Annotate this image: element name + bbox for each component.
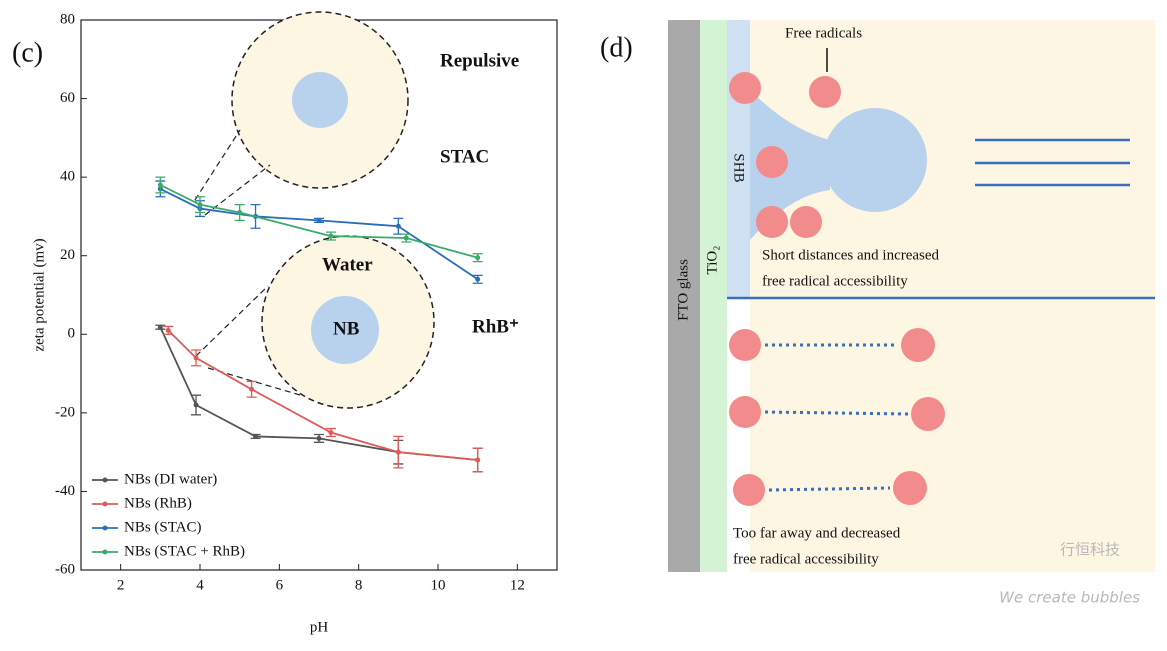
marker bbox=[197, 202, 203, 208]
y-tick-label: -40 bbox=[55, 483, 75, 499]
legend-label: NBs (STAC) bbox=[124, 519, 202, 535]
bubble-neck bbox=[750, 90, 830, 240]
legend-marker bbox=[102, 525, 108, 531]
watermark: 行恒科技 bbox=[1060, 541, 1120, 559]
marker bbox=[403, 235, 409, 241]
label: free radical accessibility bbox=[762, 273, 908, 289]
marker bbox=[157, 182, 163, 188]
legend-marker bbox=[102, 477, 108, 483]
marker bbox=[157, 324, 163, 330]
y-tick-label: 20 bbox=[60, 247, 75, 263]
marker bbox=[328, 430, 334, 435]
marker bbox=[316, 435, 322, 441]
y-tick-label: 80 bbox=[60, 11, 75, 27]
flow-arrows bbox=[975, 138, 1130, 187]
label: free radical accessibility bbox=[733, 551, 879, 567]
marker bbox=[165, 327, 171, 333]
legend-label: NBs (STAC + RhB) bbox=[124, 543, 245, 559]
annotation: STAC bbox=[440, 146, 489, 167]
label: Free radicals bbox=[785, 25, 862, 41]
marker bbox=[253, 433, 259, 439]
fto-layer bbox=[668, 20, 700, 572]
marker bbox=[395, 449, 401, 455]
inset-bubble bbox=[292, 72, 348, 128]
x-tick-label: 12 bbox=[510, 577, 525, 593]
label: TiO₂ bbox=[704, 246, 720, 275]
panel-label: (d) bbox=[600, 32, 633, 63]
tio2-layer bbox=[700, 20, 727, 572]
marker bbox=[475, 255, 481, 261]
legend-marker bbox=[102, 501, 108, 507]
x-tick-label: 2 bbox=[117, 577, 125, 593]
y-tick-label: 0 bbox=[68, 326, 76, 342]
series-line bbox=[159, 188, 479, 281]
solution-bg bbox=[750, 20, 1155, 572]
annotation: Water bbox=[322, 254, 373, 275]
series-line bbox=[167, 329, 478, 461]
marker bbox=[475, 276, 481, 282]
marker bbox=[249, 386, 255, 392]
y-tick-label: 40 bbox=[60, 169, 75, 185]
y-axis-label: zeta potential (mv) bbox=[31, 238, 47, 351]
marker bbox=[193, 355, 199, 361]
annotation: Repulsive bbox=[440, 50, 519, 71]
y-tick-label: -60 bbox=[55, 561, 75, 577]
label: FTO glass bbox=[675, 259, 691, 321]
distance-lines bbox=[764, 343, 909, 492]
panel-label: (c) bbox=[12, 37, 43, 68]
marker bbox=[475, 457, 481, 463]
label: Short distances and increased bbox=[762, 247, 940, 263]
annotation: NB bbox=[333, 318, 360, 339]
series-line bbox=[159, 184, 478, 259]
label: SHB bbox=[731, 153, 747, 182]
marker bbox=[316, 217, 322, 223]
watermark: We create bubbles bbox=[999, 589, 1140, 607]
annotation: RhB⁺ bbox=[472, 316, 519, 337]
x-tick-label: 4 bbox=[196, 577, 204, 593]
marker bbox=[395, 223, 401, 229]
legend-label: NBs (DI water) bbox=[124, 471, 217, 487]
label: Too far away and decreased bbox=[733, 525, 901, 541]
legend-label: NBs (RhB) bbox=[124, 495, 192, 511]
x-axis-label: pH bbox=[310, 619, 329, 635]
marker bbox=[237, 210, 243, 215]
marker bbox=[328, 233, 334, 239]
legend-marker bbox=[102, 549, 108, 555]
x-tick-label: 10 bbox=[431, 577, 446, 593]
y-tick-label: -20 bbox=[55, 404, 75, 420]
x-tick-label: 6 bbox=[276, 577, 284, 593]
bubble bbox=[823, 108, 927, 212]
x-tick-label: 8 bbox=[355, 577, 363, 593]
inset-bubble bbox=[311, 296, 379, 364]
radicals bbox=[729, 72, 945, 506]
diagram-panel: (d) Free radicals SHB FTO glass TiO₂ Sho… bbox=[600, 20, 1155, 607]
y-tick-label: 60 bbox=[60, 90, 75, 106]
marker bbox=[193, 402, 199, 408]
